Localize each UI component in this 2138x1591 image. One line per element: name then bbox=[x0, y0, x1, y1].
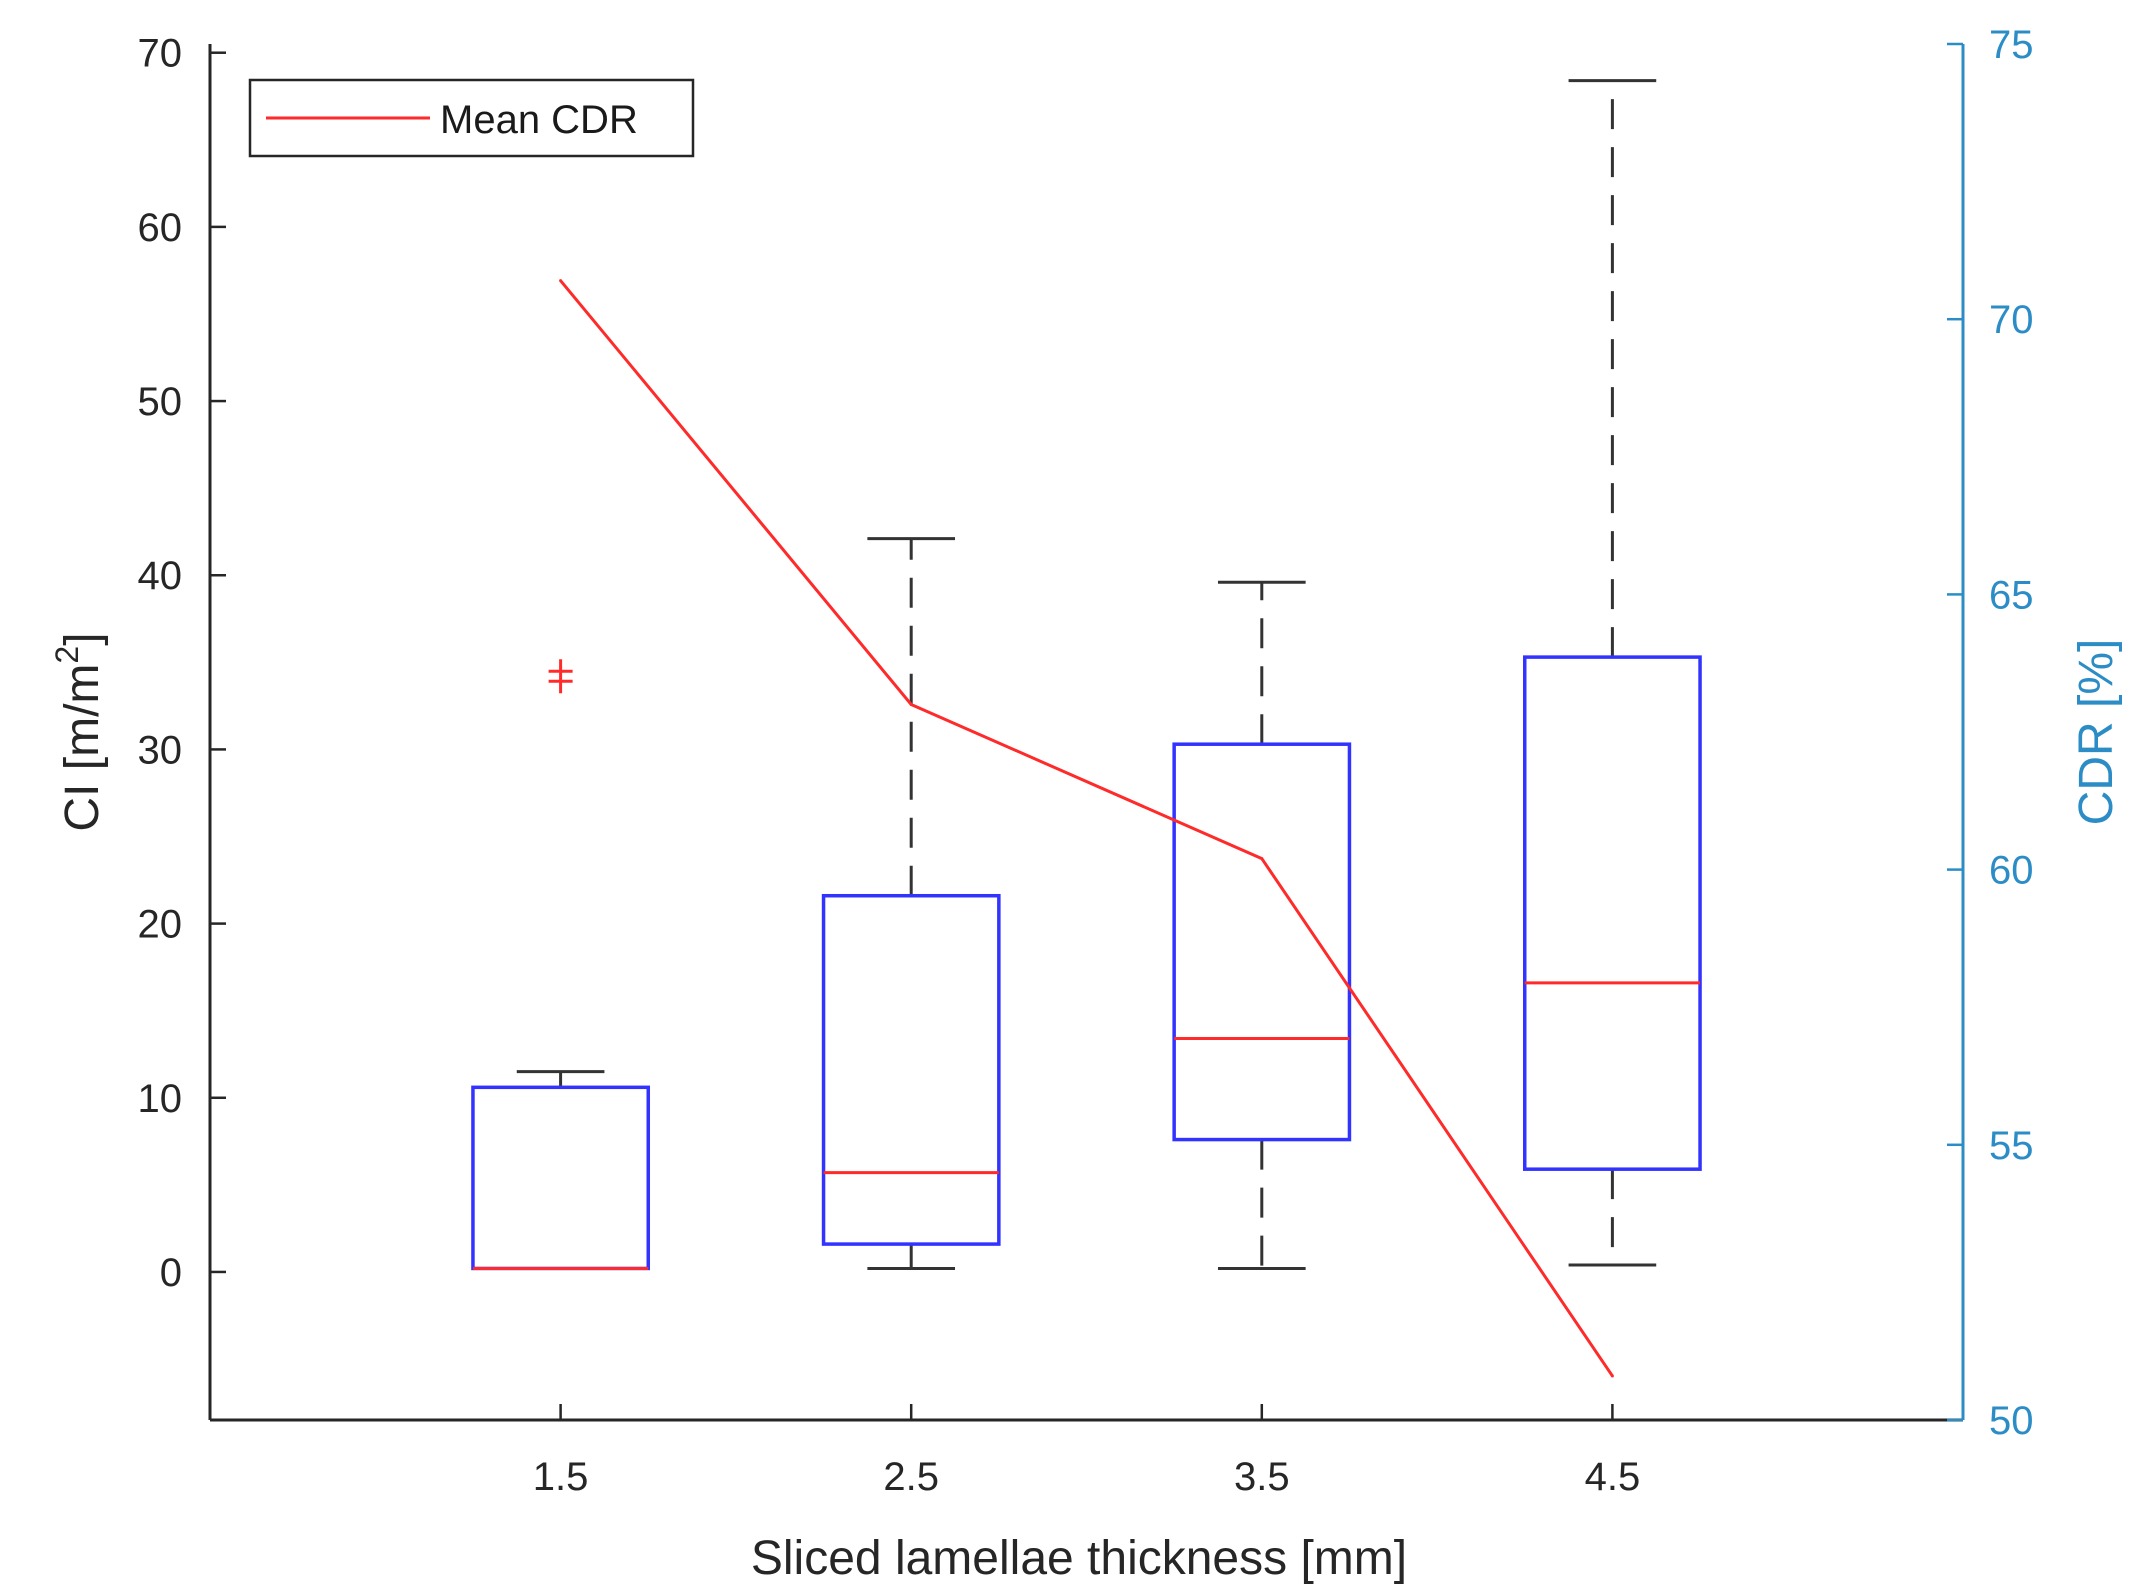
y-left-tick-label-50: 50 bbox=[138, 380, 183, 424]
y-left-tick-label-0: 0 bbox=[160, 1251, 182, 1295]
line-layer bbox=[559, 279, 1614, 1378]
box-2.5 bbox=[821, 893, 1001, 1246]
x-tick-label-3.5: 3.5 bbox=[1234, 1455, 1290, 1499]
x-tick-label-4.5: 4.5 bbox=[1585, 1455, 1641, 1499]
box-3.5 bbox=[1172, 742, 1352, 1142]
series-line-mean-cdr bbox=[559, 279, 1614, 1377]
axes-layer: 1.5 2.5 3.5 4.5 0 10 20 30 40 50 60 70 50 55 60 65 70 75 bbox=[138, 23, 2034, 1499]
y-left-tick-label-30: 30 bbox=[138, 728, 183, 772]
x-tick-label-2.5: 2.5 bbox=[883, 1455, 939, 1499]
y-left-tick-label-70: 70 bbox=[138, 32, 183, 76]
y-axis-label-left: CI [m/m2] bbox=[49, 632, 109, 831]
boxes-layer bbox=[471, 79, 1702, 1271]
x-tick-label-1.5: 1.5 bbox=[533, 1455, 589, 1499]
series-point-4.5 bbox=[1610, 1374, 1614, 1378]
y-axis-label-right: CDR [%] bbox=[2070, 639, 2123, 826]
y-left-tick-label-20: 20 bbox=[138, 903, 183, 947]
y-left-tick-label-60: 60 bbox=[138, 206, 183, 250]
y-right-tick-label-70: 70 bbox=[1989, 298, 2034, 342]
x-axis-label: Sliced lamellae thickness [mm] bbox=[751, 1532, 1407, 1585]
y-left-tick-label-40: 40 bbox=[138, 554, 183, 598]
plot-area bbox=[210, 44, 1963, 1420]
box-4.5 bbox=[1523, 655, 1702, 1171]
series-point-3.5 bbox=[1260, 857, 1264, 861]
y-right-tick-label-75: 75 bbox=[1989, 23, 2034, 67]
y-right-tick-label-60: 60 bbox=[1989, 849, 2034, 893]
legend: Mean CDR bbox=[248, 78, 695, 158]
series-point-1.5 bbox=[559, 279, 563, 283]
outlier-1.5 bbox=[548, 659, 573, 694]
y-right-tick-label-55: 55 bbox=[1989, 1124, 2034, 1168]
series-point-2.5 bbox=[909, 702, 913, 706]
legend-label-mean-cdr: Mean CDR bbox=[440, 98, 638, 142]
y-right-tick-label-65: 65 bbox=[1989, 573, 2034, 617]
y-left-tick-label-10: 10 bbox=[138, 1077, 183, 1121]
y-right-tick-label-50: 50 bbox=[1989, 1399, 2034, 1443]
